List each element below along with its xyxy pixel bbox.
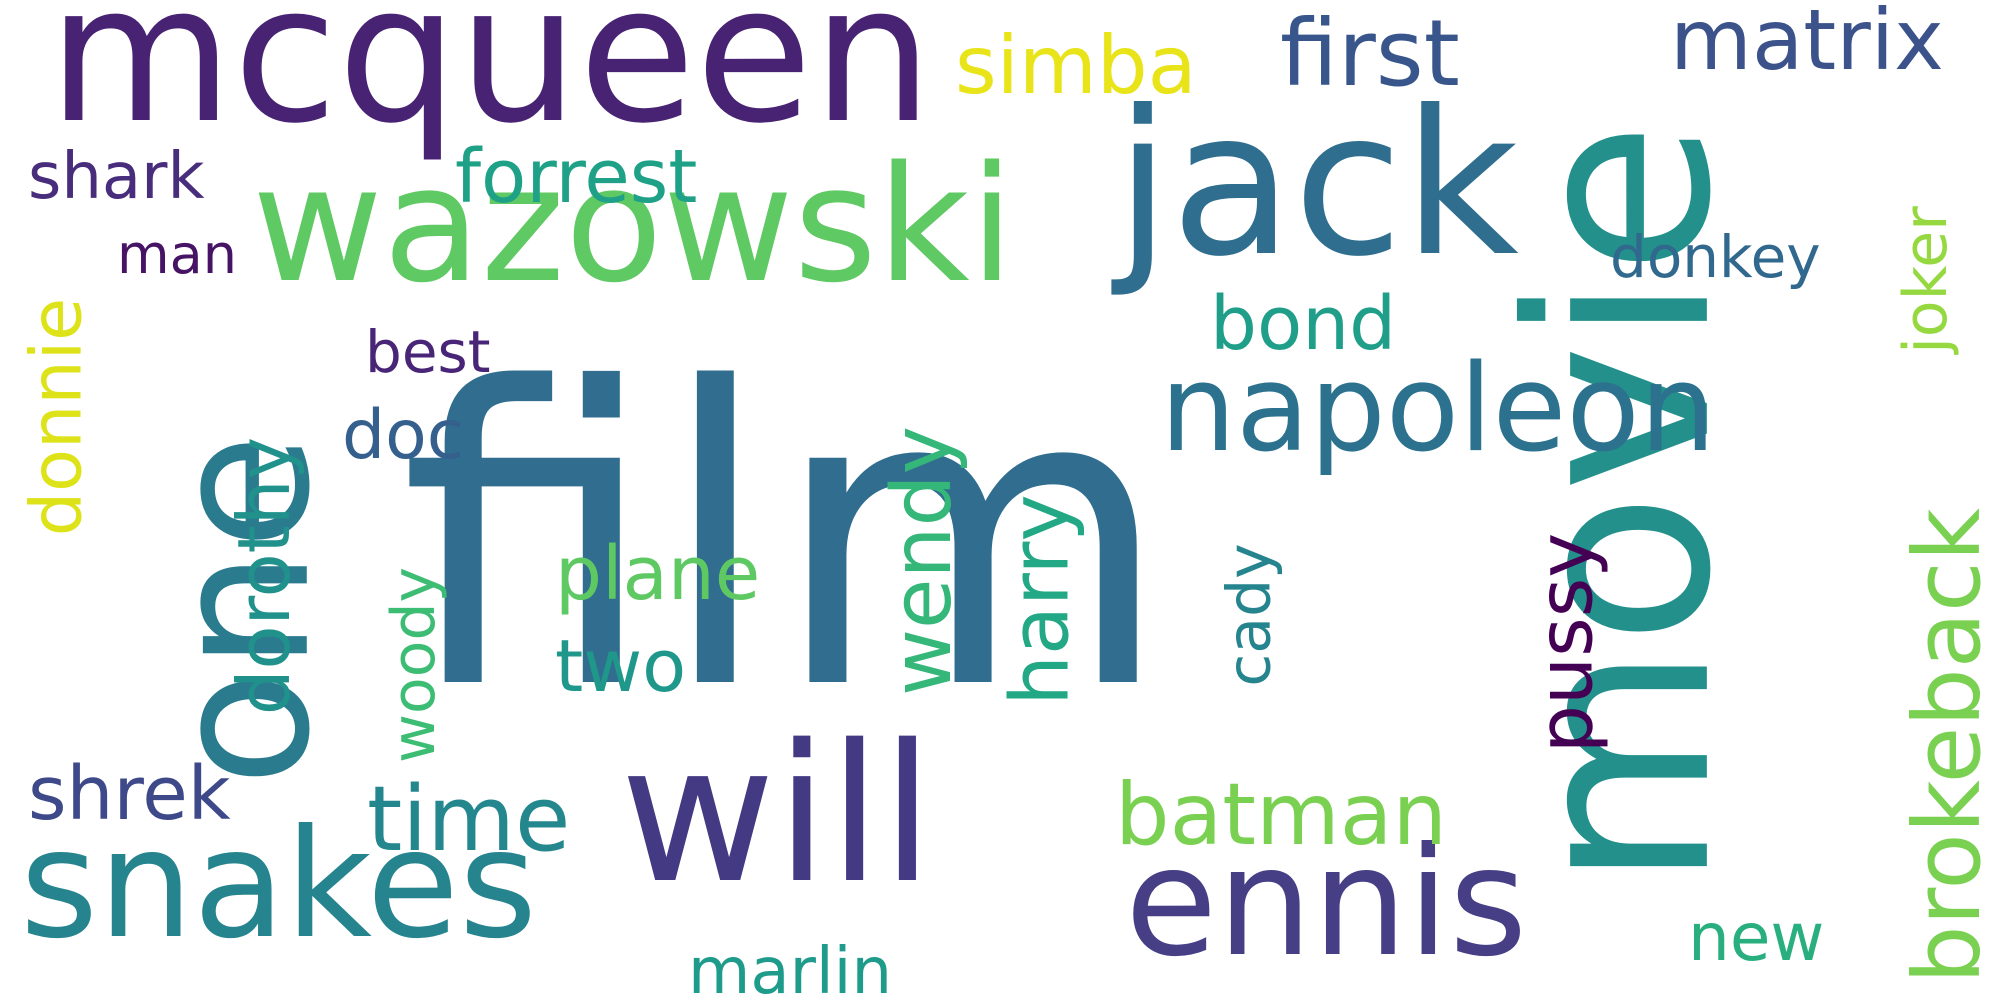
word-man: man — [117, 223, 237, 286]
word-wazowski: wazowski — [252, 131, 1015, 318]
word-mcqueen: mcqueen — [48, 0, 933, 165]
word-donkey: donkey — [1610, 223, 1821, 291]
word-ennis: ennis — [1125, 816, 1528, 990]
word-first: first — [1280, 0, 1460, 107]
word-brokeback: brokeback — [1893, 508, 2000, 984]
word-wendy: wendy — [875, 425, 971, 697]
word-two: two — [555, 624, 687, 708]
word-harry: harry — [993, 494, 1087, 706]
word-marlin: marlin — [688, 935, 892, 1000]
word-film: film — [400, 301, 1172, 779]
word-batman: batman — [1115, 765, 1447, 865]
word-shark: shark — [28, 140, 205, 214]
word-woody: woody — [379, 566, 450, 764]
word-donnie: donnie — [15, 297, 98, 537]
word-simba: simba — [955, 19, 1197, 112]
word-napoleon: napoleon — [1160, 340, 1716, 479]
word-matrix: matrix — [1670, 0, 1944, 89]
word-pussy: pussy — [1520, 532, 1610, 754]
word-plane: plane — [555, 531, 761, 617]
word-snakes: snakes — [20, 798, 538, 972]
word-forrest: forrest — [455, 134, 698, 220]
word-doc: doc — [342, 396, 465, 475]
word-new: new — [1688, 899, 1825, 976]
word-bond: bond — [1210, 281, 1397, 367]
word-jack: jack — [1115, 68, 1519, 301]
word-shrek: shrek — [28, 751, 231, 837]
word-best: best — [365, 318, 491, 386]
word-joker: joker — [1890, 206, 1961, 354]
word-dorothy: dorothy — [222, 436, 307, 716]
word-will: will — [620, 704, 934, 925]
word-time: time — [367, 767, 571, 872]
word-cady: cady — [1214, 543, 1285, 687]
